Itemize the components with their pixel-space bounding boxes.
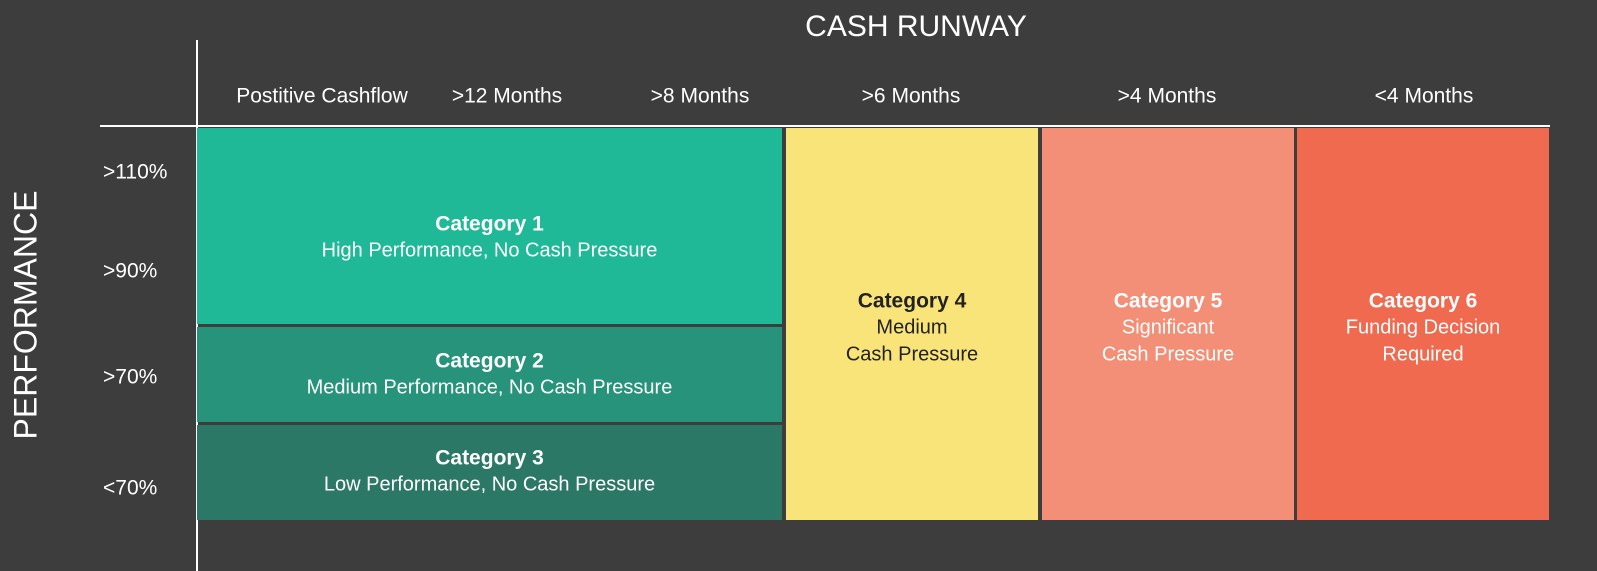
category-description: Low Performance, No Cash Pressure — [324, 473, 655, 495]
y-axis-label: PERFORMANCE — [7, 191, 43, 440]
column-label: <4 Months — [1375, 85, 1474, 108]
column-label: >6 Months — [862, 85, 961, 108]
column-label: Postitive Cashflow — [236, 85, 408, 108]
category-title: Category 1 — [435, 213, 544, 236]
category-description: Medium — [876, 316, 947, 338]
category-title: Category 6 — [1369, 290, 1478, 313]
category-title: Category 5 — [1114, 290, 1223, 313]
category-box — [1297, 128, 1549, 520]
category-title: Category 3 — [435, 447, 544, 470]
category-description: Medium Performance, No Cash Pressure — [307, 376, 673, 398]
category-box — [197, 128, 782, 324]
row-label: >90% — [103, 260, 157, 283]
category-description: Significant — [1122, 316, 1215, 338]
category-box — [197, 425, 782, 520]
category-box — [197, 327, 782, 422]
category-description: Funding Decision — [1346, 316, 1501, 338]
category-box — [1042, 128, 1294, 520]
category-description: Cash Pressure — [1102, 343, 1234, 365]
category-description: High Performance, No Cash Pressure — [322, 239, 658, 261]
row-label: >70% — [103, 366, 157, 389]
category-description: Required — [1382, 343, 1463, 365]
column-label: >8 Months — [651, 85, 750, 108]
category-title: Category 4 — [858, 290, 967, 313]
row-label: >110% — [103, 161, 167, 184]
column-label: >12 Months — [452, 85, 562, 108]
row-label: <70% — [103, 477, 157, 500]
column-label: >4 Months — [1118, 85, 1217, 108]
category-description: Cash Pressure — [846, 343, 978, 365]
category-box — [786, 128, 1038, 520]
title: CASH RUNWAY — [805, 10, 1027, 43]
category-title: Category 2 — [435, 350, 544, 373]
